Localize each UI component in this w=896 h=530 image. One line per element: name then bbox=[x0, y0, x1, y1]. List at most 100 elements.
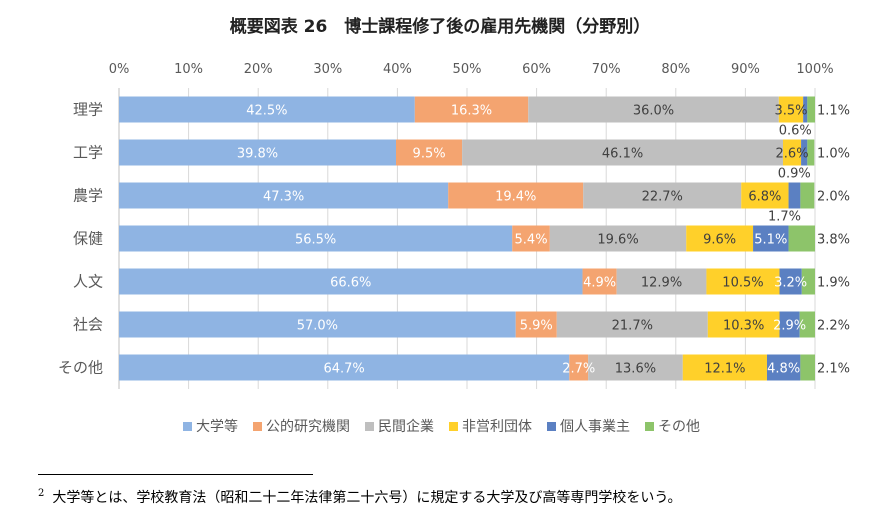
bar-segment bbox=[803, 96, 808, 123]
bar-segment bbox=[782, 139, 802, 166]
x-tick-label: 60% bbox=[522, 62, 551, 77]
category-label: 理学 bbox=[73, 101, 103, 119]
bar-segment bbox=[119, 311, 516, 338]
category-label: 人文 bbox=[73, 273, 103, 291]
legend-label: 非営利団体 bbox=[462, 419, 532, 435]
bar-segment bbox=[778, 96, 804, 123]
bar-segment bbox=[119, 96, 415, 123]
bar-segment bbox=[741, 182, 789, 209]
data-label: 1.1% bbox=[817, 104, 850, 119]
data-label: 42.5% bbox=[246, 104, 287, 119]
data-label: 64.7% bbox=[323, 362, 364, 377]
data-label: 12.1% bbox=[704, 362, 745, 377]
data-label: 0.9% bbox=[778, 167, 811, 182]
legend-label: 民間企業 bbox=[378, 418, 434, 435]
legend-swatch bbox=[365, 422, 374, 431]
category-label: 社会 bbox=[73, 316, 103, 334]
data-labels: 42.5% 16.3% 36.0% 3.5% 0.6% 1.1% 39.8% 9.5% 46.1… bbox=[237, 104, 850, 377]
bar-segment bbox=[807, 96, 815, 123]
bar-segment bbox=[807, 139, 815, 166]
bar-segment bbox=[119, 225, 513, 252]
bar-segment bbox=[753, 225, 789, 252]
data-label: 21.7% bbox=[612, 319, 653, 334]
bar-segment bbox=[448, 182, 584, 209]
data-label: 19.4% bbox=[495, 190, 536, 205]
bar-segment bbox=[706, 268, 780, 295]
legend-swatch bbox=[253, 422, 262, 431]
bar-segment bbox=[582, 268, 617, 295]
data-label: 36.0% bbox=[633, 104, 674, 119]
data-label: 16.3% bbox=[451, 104, 492, 119]
bar-segment bbox=[462, 139, 783, 166]
bar-segment bbox=[414, 96, 529, 123]
data-label: 13.6% bbox=[615, 362, 656, 377]
x-tick-label: 0% bbox=[109, 62, 130, 77]
data-label: 5.9% bbox=[520, 319, 553, 334]
bar-segment bbox=[779, 268, 802, 295]
footnote-text: 大学等とは、学校教育法（昭和二十二年法律第二十六号）に規定する大学及び高等専門学… bbox=[52, 490, 682, 506]
bar-segment bbox=[512, 225, 550, 252]
data-label: 9.6% bbox=[703, 233, 736, 248]
data-label: 39.8% bbox=[237, 147, 278, 162]
x-axis-ticks: 0% 10% 20% 30% 40% 50% 60% 70% 80% 90% 100% bbox=[109, 62, 834, 77]
data-label: 19.6% bbox=[597, 233, 638, 248]
data-label: 1.7% bbox=[768, 210, 801, 225]
bar-segment bbox=[801, 268, 815, 295]
bar-segment bbox=[799, 311, 815, 338]
legend-label: 大学等 bbox=[196, 418, 238, 435]
bar-segment bbox=[788, 182, 801, 209]
bar-segment bbox=[583, 182, 742, 209]
data-label: 12.9% bbox=[641, 276, 682, 291]
data-label: 3.5% bbox=[774, 104, 807, 119]
x-tick-label: 40% bbox=[383, 62, 412, 77]
data-label: 2.2% bbox=[817, 319, 850, 334]
data-label: 2.6% bbox=[776, 147, 809, 162]
data-label: 22.7% bbox=[642, 190, 683, 205]
bar-segment bbox=[616, 268, 707, 295]
x-tick-label: 10% bbox=[174, 62, 203, 77]
bar-segment bbox=[515, 311, 557, 338]
bar-segment bbox=[569, 354, 589, 381]
legend-swatch bbox=[449, 422, 458, 431]
chart-title: 概要図表 26 博士課程修了後の雇用先機関（分野別） bbox=[230, 16, 651, 37]
stacked-bar-chart: 概要図表 26 博士課程修了後の雇用先機関（分野別） 0% 10% 20% 30% 40… bbox=[58, 16, 850, 435]
category-label: 工学 bbox=[73, 144, 103, 162]
bar-segment bbox=[686, 225, 754, 252]
bar-segment bbox=[119, 354, 570, 381]
data-label: 66.6% bbox=[330, 276, 371, 291]
data-label: 57.0% bbox=[297, 319, 338, 334]
bar-segment bbox=[800, 182, 815, 209]
x-tick-label: 20% bbox=[244, 62, 273, 77]
legend: 大学等 公的研究機関 民間企業 非営利団体 個人事業主 その他 bbox=[183, 418, 700, 435]
bar-segment bbox=[528, 96, 779, 123]
bar-segment bbox=[779, 311, 800, 338]
bar-segment bbox=[119, 182, 449, 209]
legend-swatch bbox=[547, 422, 556, 431]
legend-swatch bbox=[645, 422, 654, 431]
data-label: 1.9% bbox=[817, 276, 850, 291]
data-label: 4.9% bbox=[583, 276, 616, 291]
data-label: 46.1% bbox=[602, 147, 643, 162]
data-label: 5.4% bbox=[515, 233, 548, 248]
x-tick-label: 50% bbox=[453, 62, 482, 77]
x-tick-label: 100% bbox=[796, 62, 833, 77]
category-label: 保健 bbox=[73, 230, 103, 248]
bar-segment bbox=[588, 354, 683, 381]
data-label: 2.9% bbox=[773, 319, 806, 334]
bar-segment bbox=[682, 354, 767, 381]
legend-swatch bbox=[183, 422, 192, 431]
category-label: 農学 bbox=[73, 187, 103, 205]
bar-segment bbox=[766, 354, 801, 381]
bar-segment bbox=[119, 268, 583, 295]
data-label: 3.2% bbox=[774, 276, 807, 291]
data-label: 2.7% bbox=[562, 362, 595, 377]
bar-segment bbox=[549, 225, 687, 252]
data-label: 3.8% bbox=[817, 233, 850, 248]
x-tick-label: 70% bbox=[592, 62, 621, 77]
x-tick-label: 30% bbox=[313, 62, 342, 77]
data-label: 1.0% bbox=[817, 147, 850, 162]
data-label: 10.5% bbox=[722, 276, 763, 291]
legend-label: 公的研究機関 bbox=[266, 419, 350, 435]
data-label: 2.1% bbox=[817, 362, 850, 377]
